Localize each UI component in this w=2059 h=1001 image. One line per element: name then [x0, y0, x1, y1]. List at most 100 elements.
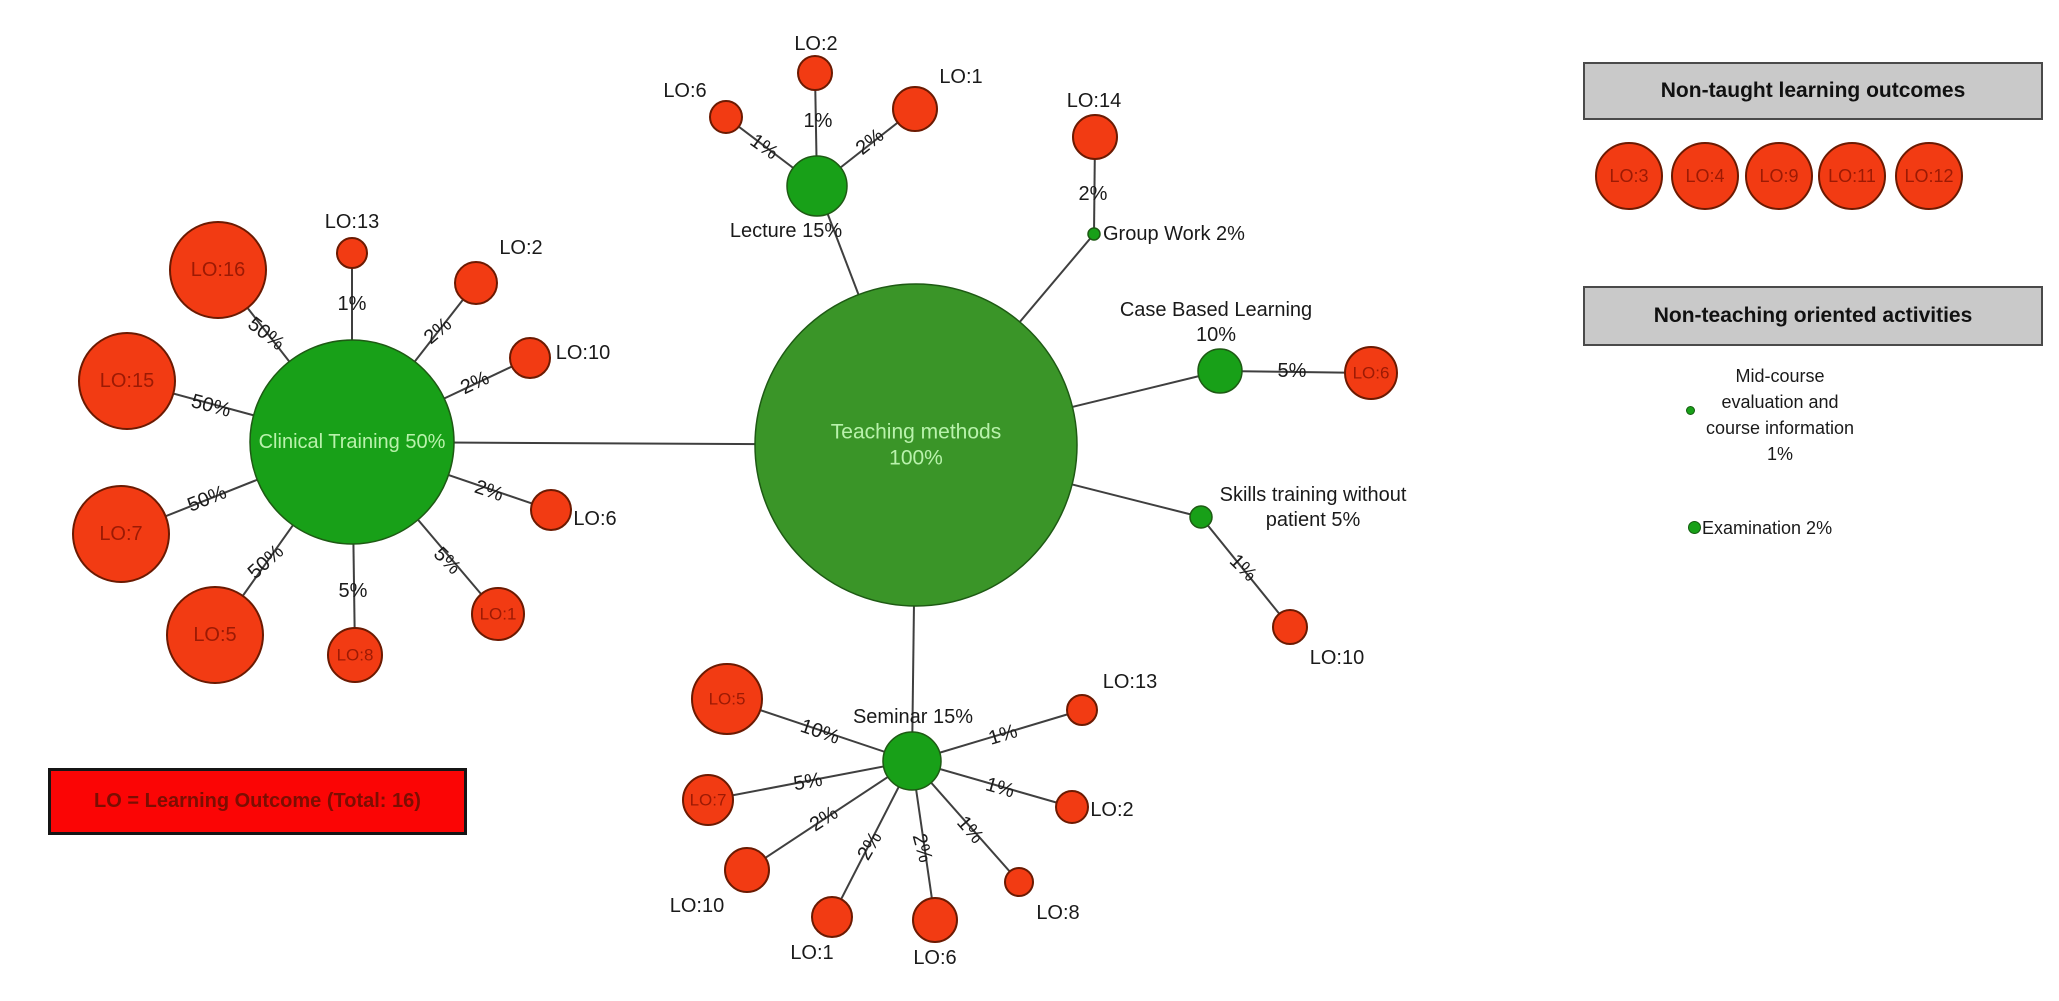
edge-seminar-m7	[707, 760, 913, 801]
node-m2-outcome-circle	[1055, 790, 1089, 824]
edge-label-clinical-c10: 2%	[457, 367, 493, 399]
edge-label-seminar-m2: 1%	[983, 773, 1017, 802]
node-label-c7: LO:7	[99, 523, 142, 545]
mid-course-evaluation-label: Mid-course evaluation and course informa…	[1689, 363, 1871, 467]
node-skills-method-circle	[1189, 505, 1213, 529]
node-label-m5: LO:5	[709, 690, 746, 709]
edge-label-clinical-c16: 50%	[243, 313, 288, 355]
non-taught-lo-circle: LO:4	[1671, 142, 1739, 210]
non-taught-lo-label: LO:11	[1828, 165, 1876, 186]
node-s10-outcome-circle	[1272, 609, 1308, 645]
node-label-skills: patient 5%	[1266, 509, 1361, 531]
examination-label: Examination 2%	[1702, 518, 1833, 538]
non-taught-outcomes-title: Non-taught learning outcomes	[1660, 79, 1966, 102]
non-taught-lo-circle: LO:12	[1895, 142, 1963, 210]
node-label-teaching: Teaching methods	[831, 421, 1001, 444]
node-label-c6: LO:6	[573, 508, 616, 530]
edge-label-seminar-m13: 1%	[986, 720, 1020, 750]
mid-course-line: evaluation and	[1721, 392, 1839, 412]
node-label-lecture: Lecture 15%	[730, 220, 843, 242]
non-taught-lo-label: LO:9	[1759, 165, 1799, 186]
node-m7-outcome-circle	[682, 774, 734, 826]
non-taught-lo-circle: LO:3	[1595, 142, 1663, 210]
edge-label-clinical-c2: 2%	[420, 313, 456, 349]
node-label-c5: LO:5	[193, 624, 236, 646]
node-g14-outcome-circle	[1072, 114, 1118, 160]
edge-label-skills-s10: 1%	[1225, 550, 1261, 586]
mid-course-line: Mid-course	[1735, 366, 1825, 386]
edge-label-seminar-m5: 10%	[797, 715, 842, 749]
node-c13-outcome-circle	[336, 237, 368, 269]
node-label-b6: LO:6	[1353, 364, 1390, 383]
node-c10-outcome-circle	[509, 337, 551, 379]
edge-label-seminar-m7: 5%	[792, 769, 825, 796]
node-l6-outcome-circle	[709, 100, 743, 134]
node-c15-outcome-circle	[78, 332, 176, 430]
edge-label-clinical-c13: 1%	[338, 293, 367, 315]
node-label-l2: LO:2	[794, 33, 837, 55]
node-groupwork-method-circle	[1087, 227, 1101, 241]
node-seminar-method-circle	[882, 731, 942, 791]
node-label-skills: Skills training without	[1220, 484, 1407, 506]
node-c2-outcome-circle	[454, 261, 498, 305]
node-label-c8: LO:8	[337, 646, 374, 665]
node-label-m8: LO:8	[1036, 902, 1079, 924]
node-label-m13: LO:13	[1103, 671, 1157, 693]
node-b6-outcome-circle	[1344, 346, 1398, 400]
edge-label-lecture-l2: 1%	[804, 110, 833, 132]
node-label-groupwork: Group Work 2%	[1103, 223, 1245, 245]
node-m5-outcome-circle	[691, 663, 763, 735]
edge-label-groupwork-g14: 2%	[1079, 183, 1108, 205]
node-m8-outcome-circle	[1004, 867, 1034, 897]
node-m6-outcome-circle	[912, 897, 958, 943]
node-label-cbl: Case Based Learning	[1120, 299, 1312, 321]
edge-label-clinical-c15: 50%	[189, 390, 234, 422]
node-label-clinical: Clinical Training 50%	[259, 431, 446, 453]
node-label-c10: LO:10	[556, 342, 610, 364]
node-label-g14: LO:14	[1067, 90, 1121, 112]
node-label-teaching: 100%	[889, 447, 943, 470]
edge-label-seminar-m6: 2%	[908, 831, 937, 865]
edge-label-seminar-m1: 2%	[853, 828, 887, 864]
legend-box: LO = Learning Outcome (Total: 16)	[48, 768, 467, 835]
node-cbl-method-circle	[1197, 348, 1243, 394]
legend-label: LO = Learning Outcome (Total: 16)	[94, 790, 421, 812]
node-label-m1: LO:1	[790, 942, 833, 964]
node-label-l6: LO:6	[663, 80, 706, 102]
node-label-c15: LO:15	[100, 370, 154, 392]
node-label-c1: LO:1	[480, 605, 517, 624]
edge-label-cbl-b6: 5%	[1278, 360, 1307, 382]
non-taught-lo-label: LO:4	[1685, 165, 1725, 186]
node-clinical-method-circle	[249, 339, 455, 545]
node-teaching-method-circle	[754, 283, 1078, 607]
edge-skills-s10	[1200, 516, 1291, 628]
node-label-m2: LO:2	[1090, 799, 1133, 821]
node-label-cbl: 10%	[1196, 324, 1236, 346]
node-c1-outcome-circle	[471, 587, 525, 641]
non-taught-outcomes-header: Non-taught learning outcomes	[1583, 62, 2043, 120]
edge-label-lecture-l6: 1%	[746, 130, 782, 165]
non-taught-lo-circle: LO:9	[1745, 142, 1813, 210]
non-teaching-activities-header: Non-teaching oriented activities	[1583, 286, 2043, 346]
node-c8-outcome-circle	[327, 627, 383, 683]
node-c7-outcome-circle	[72, 485, 170, 583]
mid-course-line: course information	[1705, 418, 1855, 438]
node-label-m10: LO:10	[670, 895, 724, 917]
mid-course-line: 1%	[1766, 444, 1793, 464]
non-taught-lo-label: LO:3	[1609, 165, 1649, 186]
node-label-s10: LO:10	[1310, 647, 1364, 669]
node-m1-outcome-circle	[811, 896, 853, 938]
node-c16-outcome-circle	[169, 221, 267, 319]
non-taught-lo-circle: LO:11	[1818, 142, 1886, 210]
node-lecture-method-circle	[786, 155, 848, 217]
edge-label-clinical-c6: 2%	[472, 476, 507, 506]
non-teaching-activities-title: Non-teaching oriented activities	[1653, 304, 1973, 327]
edge-label-clinical-c8: 5%	[339, 580, 368, 602]
node-label-l1: LO:1	[939, 66, 982, 88]
node-label-c16: LO:16	[191, 259, 245, 281]
node-label-c2: LO:2	[499, 237, 542, 259]
edge-label-seminar-m8: 1%	[952, 812, 988, 848]
examination-dot-icon	[1688, 521, 1701, 534]
